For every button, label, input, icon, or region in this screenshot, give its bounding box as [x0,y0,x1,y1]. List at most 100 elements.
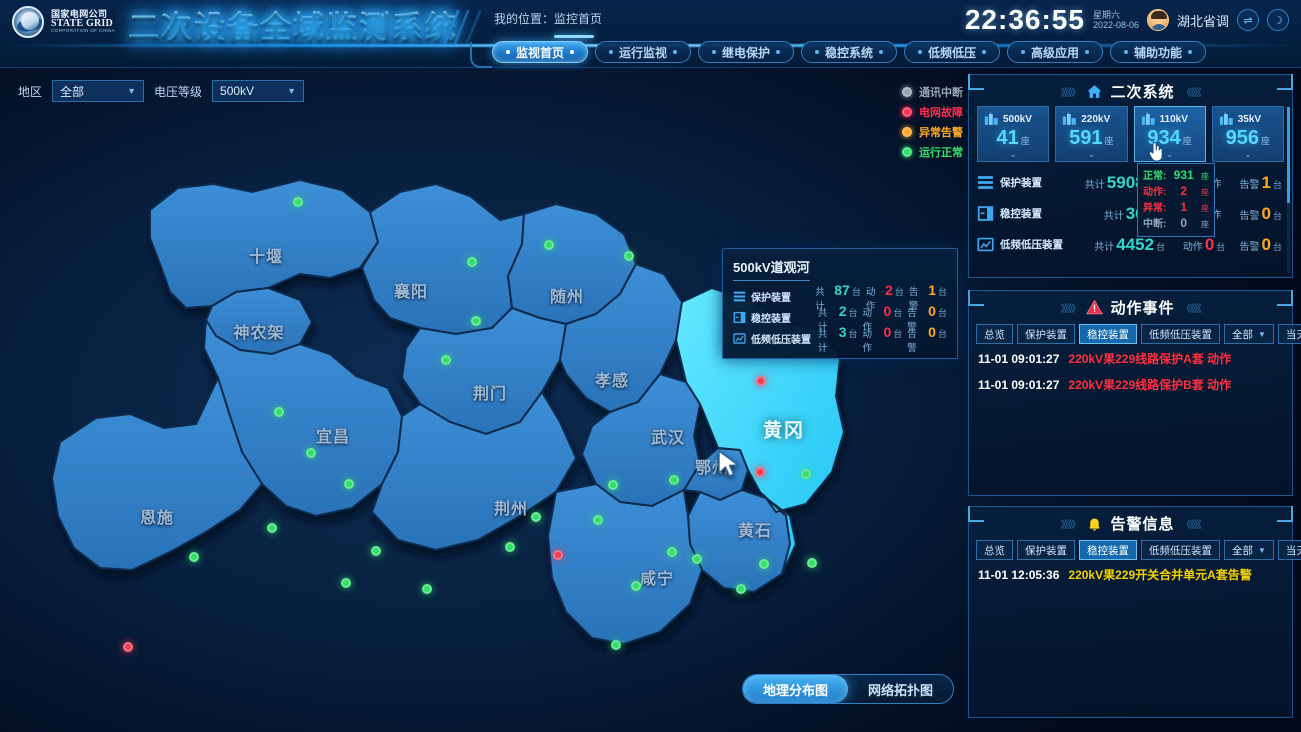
state-grid-logo: 国家电网公司 STATE GRID CORPORATION OF CHINA [12,6,115,38]
view-switch-option-1[interactable]: 网络拓扑图 [867,682,933,698]
map-station-node[interactable] [441,355,451,365]
voltage-card-0[interactable]: 500kV 41 座 ⌄ [977,106,1050,162]
nav-tab-1[interactable]: 运行监视 [595,41,691,63]
tooltip-alarm-value: 0 [928,302,936,319]
map-region-enshi[interactable] [50,375,264,572]
map-station-node[interactable] [593,515,603,525]
map-region-xiangyang[interactable] [360,182,526,336]
map-station-node[interactable] [756,376,766,386]
device-alarm: 告警 1 台 [1231,173,1282,193]
map-station-node[interactable] [631,581,641,591]
map-station-node[interactable] [123,642,133,652]
geographic-map[interactable]: 十堰 襄阳 随州 神农架 荆门 孝感 宜昌 武汉 鄂州 黄冈 荆州 恩施 黄石 咸宁 [0,92,960,692]
org-name-en: STATE GRID [51,18,113,30]
device-action-value: 0 [1204,234,1215,254]
swap-icon[interactable]: ⇌ [1237,9,1259,31]
legend-item-1[interactable]: 电网故障 [902,102,963,122]
map-region-jingzhou[interactable] [370,390,578,552]
nav-tab-label: 稳控系统 [824,45,873,60]
region-select[interactable]: 全部 ▼ [52,80,145,102]
chevron-down-icon[interactable]: ⌄ [1244,149,1252,159]
map-station-node[interactable] [306,448,316,458]
map-station-node[interactable] [624,251,634,261]
chevron-down-icon: ▼ [1258,329,1266,339]
tooltip-alarm-label: 告警 [908,286,919,312]
map-station-node[interactable] [531,512,541,522]
nav-tab-2[interactable]: 继电保护 [698,41,794,63]
voltage-card-3[interactable]: 35kV 956 座 ⌄ [1211,106,1284,162]
map-station-node[interactable] [505,542,515,552]
map-region-xiaogan[interactable] [558,262,684,414]
chevron-down-icon[interactable]: ⌄ [1087,149,1096,159]
map-station-node[interactable] [692,554,702,564]
map-station-node[interactable] [736,584,746,594]
map-station-node[interactable] [422,584,432,594]
action-filter-chip-5[interactable]: 当天▼ [1277,324,1301,344]
tooltip-total: 共计 3 台 [818,324,858,354]
avatar[interactable] [1146,9,1169,31]
map-station-node[interactable] [471,316,481,326]
device-summary-row[interactable]: 稳控装置共计362台动作告警0台 [969,198,1292,229]
map-station-node[interactable] [371,546,381,556]
action-event-item[interactable]: 11-01 09:01:27 220kV果229线路保护B套 动作 [978,376,1284,402]
action-filter-chip-3[interactable]: 低频低压装置 [1141,324,1220,344]
alarm-event-item[interactable]: 11-01 12:05:36 220kV果229开关合并单元A套告警 [978,566,1284,592]
moon-icon[interactable]: ☽ [1267,9,1289,31]
device-summary-row[interactable]: 保护装置共计59087台动作告警1台 [969,167,1292,198]
legend-item-2[interactable]: 异常告警 [902,122,963,142]
voltage-select[interactable]: 500kV ▼ [212,80,305,102]
map-region-shiyan[interactable] [149,178,380,310]
voltage-card-2[interactable]: 110kV 934 座 ⌄ [1133,106,1206,162]
hover-tooltip-row: 中断: 0 座 [1143,216,1209,232]
map-station-node[interactable] [807,558,817,568]
map-station-node[interactable] [608,480,618,490]
map-station-node[interactable] [611,640,621,650]
action-filter-chip-1[interactable]: 保护装置 [1017,324,1075,344]
user-name[interactable]: 湖北省调 [1176,13,1229,29]
map-station-node[interactable] [544,240,554,250]
legend-item-3[interactable]: 运行正常 [902,142,963,162]
map-station-node[interactable] [467,257,477,267]
map-station-node[interactable] [669,475,679,485]
nav-tab-4[interactable]: 低频低压 [904,41,1000,63]
tooltip-action-value: 0 [883,323,892,340]
view-switch-option-0[interactable]: 地理分布图 [743,675,848,703]
action-event-item[interactable]: 11-01 09:01:27 220kV果229线路保护A套 动作 [978,350,1284,376]
map-station-node[interactable] [553,550,563,560]
alarm-filter-chip-5[interactable]: 当天▼ [1277,540,1301,560]
map-station-node[interactable] [341,578,351,588]
map-station-node[interactable] [189,552,199,562]
map-station-node[interactable] [344,479,354,489]
action-filter-chip-2[interactable]: 稳控装置 [1079,324,1137,344]
legend-item-0[interactable]: 通讯中断 [902,82,963,102]
tab-dot-right-icon [673,50,677,54]
map-station-node[interactable] [267,523,277,533]
alarm-filter-chip-3[interactable]: 低频低压装置 [1141,540,1220,560]
action-filter-chip-label: 稳控装置 [1087,328,1129,341]
nav-tab-0[interactable]: 监视首页 [492,41,588,63]
map-region-xianning[interactable] [546,482,704,646]
map-station-node[interactable] [801,469,811,479]
alarm-filter-chip-4[interactable]: 全部 ▼ [1224,540,1274,560]
device-name: 保护装置 [1000,177,1042,189]
map-station-node[interactable] [667,547,677,557]
panel-scrollbar-thumb[interactable] [1287,107,1290,203]
action-filter-chip-4[interactable]: 全部 ▼ [1224,324,1274,344]
chevron-down-icon[interactable]: ⌄ [1165,149,1174,159]
chevron-down-icon[interactable]: ⌄ [1009,149,1017,159]
stability-device-icon [733,311,746,324]
voltage-card-1[interactable]: 220kV 591 座 ⌄ [1055,106,1128,162]
map-station-node[interactable] [755,467,765,477]
map-station-node[interactable] [293,197,303,207]
alarm-filter-chip-2[interactable]: 稳控装置 [1079,540,1137,560]
alarm-filter-chip-0[interactable]: 总览 [976,540,1013,560]
station-tooltip-row: 稳控装置 共计 2 台动作 0 台告警 0 台 [733,303,947,333]
action-filter-chip-0[interactable]: 总览 [976,324,1013,344]
alarm-filter-chip-1[interactable]: 保护装置 [1017,540,1075,560]
map-station-node[interactable] [759,559,769,569]
nav-tab-6[interactable]: 辅助功能 [1110,41,1206,63]
device-summary-row[interactable]: 低频低压装置 共计 4452 台动作 0 台告警 0 台 [969,229,1292,260]
map-station-node[interactable] [274,407,284,417]
nav-tab-5[interactable]: 高级应用 [1007,41,1103,63]
nav-tab-3[interactable]: 稳控系统 [801,41,897,63]
